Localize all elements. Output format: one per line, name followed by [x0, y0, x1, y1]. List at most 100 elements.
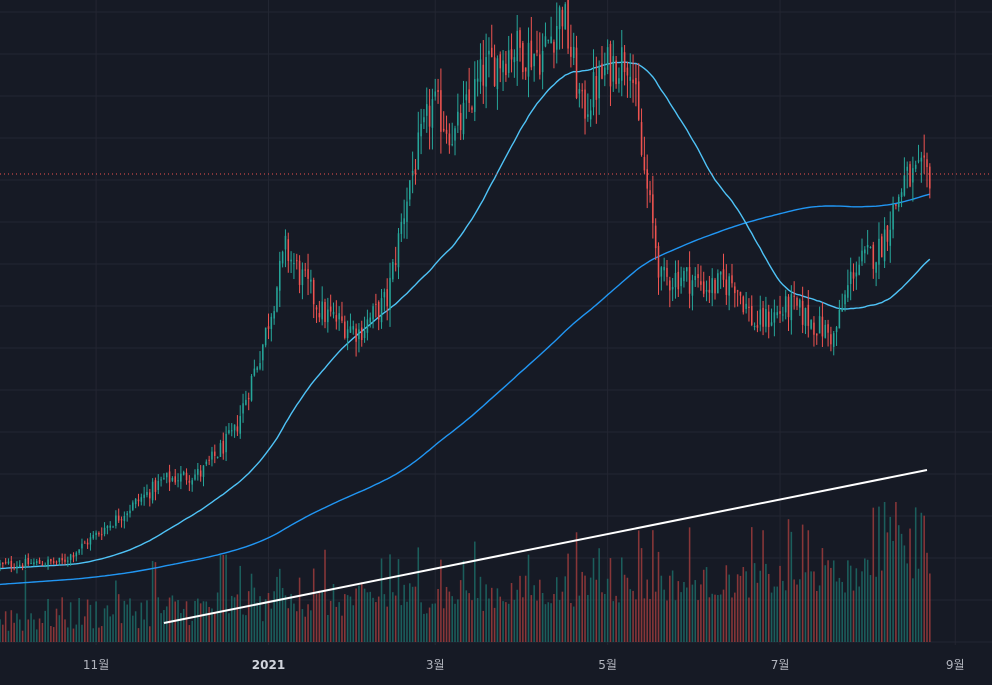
candle-body: [386, 289, 388, 307]
candle-body: [601, 63, 603, 79]
candle-body: [522, 42, 524, 73]
volume-bar: [92, 628, 95, 642]
candle-body: [163, 478, 165, 480]
candle-body: [872, 244, 875, 269]
volume-bar: [474, 541, 476, 642]
candle-body: [7, 561, 10, 564]
volume-bar: [151, 560, 154, 642]
volume-bar: [787, 519, 790, 642]
candle-body: [287, 239, 290, 261]
candle-body: [801, 300, 804, 325]
volume-bar: [35, 629, 38, 642]
candle-body: [366, 319, 369, 333]
candle-body: [284, 235, 287, 250]
candle-body: [694, 276, 697, 281]
volume-bar: [341, 615, 343, 642]
x-tick-label: 5월: [598, 658, 617, 672]
candle-body: [618, 78, 620, 84]
trendline-segment[interactable]: [163, 469, 928, 624]
volume-bar: [926, 552, 928, 642]
candle-body: [465, 94, 468, 101]
volume-bar: [482, 610, 485, 642]
candle-body: [762, 307, 764, 327]
volume-bar: [281, 587, 284, 642]
volume-bar: [711, 593, 713, 642]
candle-body: [298, 260, 301, 285]
candle-body: [903, 175, 906, 196]
volume-bar: [287, 608, 290, 642]
candle-body: [137, 499, 140, 502]
volume-bar: [914, 507, 917, 642]
volume-bar: [649, 598, 651, 642]
candle-body: [27, 557, 30, 565]
volume-bar: [784, 590, 787, 642]
candle-body: [674, 273, 677, 288]
volume-bar: [420, 602, 422, 642]
volume-bar: [44, 610, 46, 642]
volume-bar: [507, 603, 510, 642]
candle-body: [555, 26, 558, 50]
volume-bar: [835, 581, 838, 642]
volume-bar: [338, 602, 340, 642]
volume-bar: [796, 584, 798, 642]
volume-bar: [140, 602, 143, 642]
volume-bar: [310, 610, 312, 642]
volume-bar: [875, 576, 877, 642]
candle-body: [810, 320, 812, 329]
candle-body: [228, 430, 230, 434]
volume-bar: [762, 530, 764, 642]
volume-bar: [595, 579, 598, 642]
candle-body: [171, 477, 174, 481]
volume-bar: [770, 592, 773, 642]
candle-body: [310, 279, 312, 282]
candle-body: [714, 279, 716, 294]
volume-bar: [861, 571, 863, 642]
volume-bar: [369, 591, 372, 642]
trendline[interactable]: [163, 469, 928, 624]
candle-body: [58, 557, 61, 562]
volume-bar: [666, 600, 668, 642]
candle-body: [185, 472, 188, 481]
candle-body: [584, 89, 586, 119]
volume-bar: [109, 616, 111, 642]
candle-body: [13, 567, 15, 569]
volume-bar: [264, 599, 267, 642]
candle-body: [734, 286, 736, 294]
candle-body: [595, 76, 598, 100]
volume-bar: [465, 590, 468, 642]
candle-body: [346, 329, 349, 339]
volume-bar: [866, 559, 869, 642]
candle-body: [369, 317, 372, 323]
volume-bar: [502, 601, 504, 642]
volume-bar: [496, 588, 499, 642]
volume-bar: [191, 620, 193, 642]
candle-body: [897, 196, 900, 208]
candle-body: [869, 246, 872, 248]
candle-body: [394, 263, 397, 265]
volume-bar: [222, 555, 225, 642]
candle-body: [626, 67, 629, 76]
candle-body: [570, 46, 572, 57]
candle-body: [425, 104, 428, 116]
candle-body: [671, 287, 674, 290]
candle-body: [479, 59, 482, 82]
volume-bar: [38, 618, 41, 642]
volume-bar: [883, 502, 886, 642]
volume-bar: [581, 571, 583, 642]
candle-body: [697, 274, 699, 279]
candle-body: [759, 309, 762, 325]
volume-bar: [714, 594, 716, 642]
volume-bar: [69, 602, 72, 642]
candle-body: [0, 563, 1, 566]
candle-body: [524, 67, 527, 72]
candle-body: [558, 7, 561, 30]
candle-body: [165, 472, 168, 478]
candle-body: [589, 110, 592, 120]
volume-bar: [27, 619, 30, 642]
candle-body: [389, 277, 391, 310]
candle-body: [510, 49, 513, 60]
volume-bar: [753, 563, 756, 642]
candle-body: [923, 155, 925, 158]
candle-body: [230, 430, 233, 432]
